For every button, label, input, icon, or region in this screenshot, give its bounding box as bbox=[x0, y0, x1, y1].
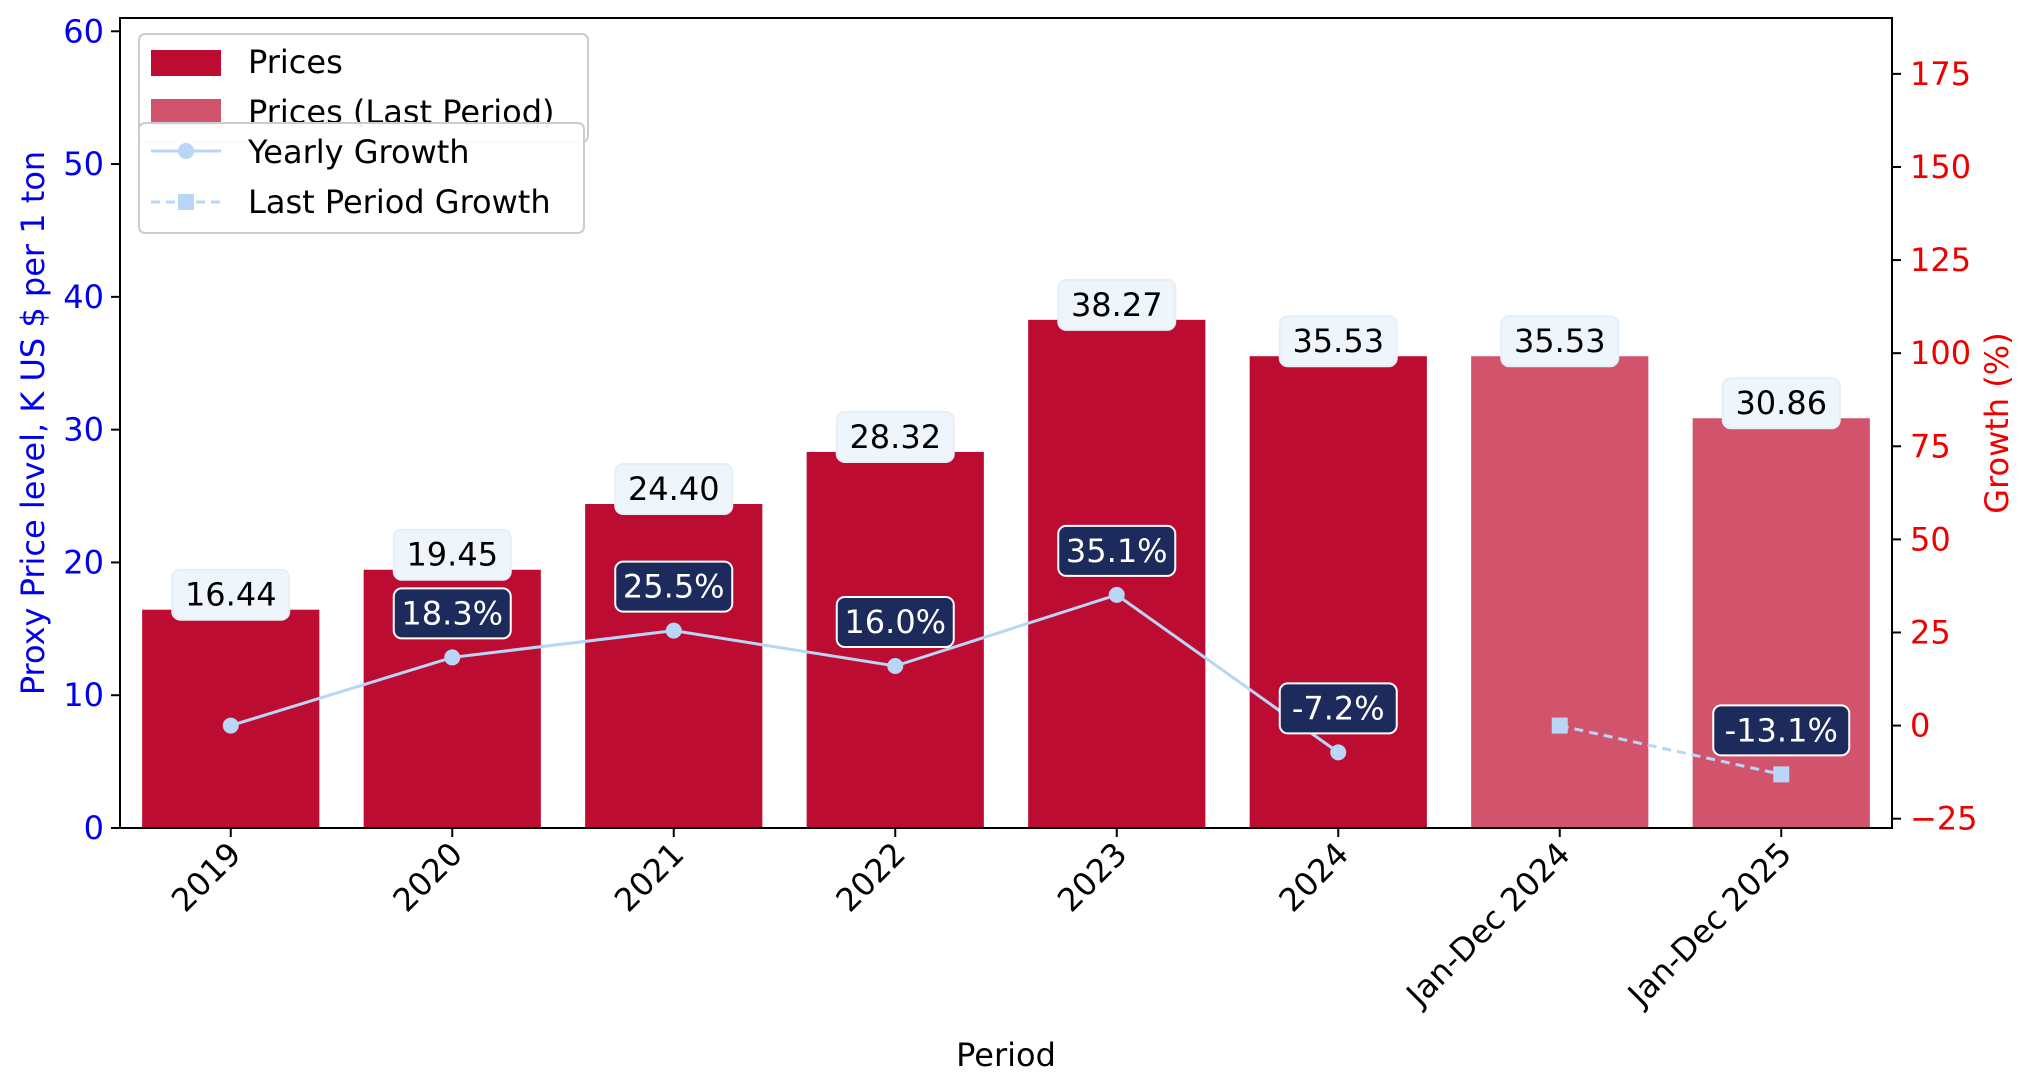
legend-marker-yearly-growth bbox=[178, 143, 194, 159]
bar-jan-dec-2025 bbox=[1692, 418, 1870, 828]
right-tick-label: 75 bbox=[1910, 427, 1951, 465]
last-period-growth-line bbox=[1559, 724, 1782, 776]
right-tick-label: 100 bbox=[1910, 334, 1971, 372]
bar-2021 bbox=[585, 504, 763, 828]
left-tick-label: 20 bbox=[63, 543, 104, 581]
left-tick-label: 40 bbox=[63, 278, 104, 316]
x-tick-label: 2024 bbox=[1271, 835, 1355, 919]
price-label-box bbox=[392, 528, 512, 581]
right-tick-label: 50 bbox=[1910, 520, 1951, 558]
price-label-box bbox=[614, 463, 734, 515]
plot-frame bbox=[119, 17, 1893, 829]
legend-label-last-period-growth: Last Period Growth bbox=[248, 183, 551, 221]
x-tick-label: 2021 bbox=[607, 835, 691, 919]
growth-label: 16.0% bbox=[844, 603, 946, 641]
growth-label: 18.3% bbox=[401, 594, 503, 632]
growth-marker-square bbox=[1773, 766, 1790, 783]
growth-label: -13.1% bbox=[1725, 711, 1838, 749]
price-label: 28.32 bbox=[849, 418, 941, 456]
x-axis: 2019 2020 2021 2022 2023 2024 Jan-Dec 2024 Jan-… bbox=[164, 828, 1799, 1015]
right-y-axis: −25 0 25 50 75 100 125 150 175 bbox=[1892, 55, 1978, 838]
legend-label-yearly-growth: Yearly Growth bbox=[247, 133, 470, 171]
x-axis-title: Period bbox=[956, 1036, 1056, 1074]
legend-growth: Yearly Growth Last Period Growth bbox=[138, 122, 585, 234]
growth-marker-circle bbox=[1108, 586, 1125, 603]
right-tick-label: 150 bbox=[1910, 148, 1971, 186]
growth-label: 35.1% bbox=[1066, 532, 1168, 570]
left-tick-label: 10 bbox=[63, 676, 104, 714]
price-label-box bbox=[835, 410, 955, 463]
x-tick-label: Jan-Dec 2024 bbox=[1398, 835, 1578, 1015]
left-tick-label: 50 bbox=[63, 145, 104, 183]
left-y-axis: 0 10 20 30 40 50 60 bbox=[63, 12, 120, 847]
growth-label-box bbox=[392, 587, 512, 640]
price-label: 35.53 bbox=[1514, 322, 1606, 360]
legend-marker-last-period-growth bbox=[178, 194, 194, 210]
growth-label: -7.2% bbox=[1292, 689, 1385, 727]
legend-box-lines bbox=[138, 122, 585, 234]
right-tick-label: 175 bbox=[1910, 55, 1971, 93]
x-tick-label: 2019 bbox=[164, 835, 248, 919]
growth-marker-circle bbox=[444, 649, 461, 666]
x-tick-label: Jan-Dec 2025 bbox=[1619, 835, 1799, 1015]
right-axis-title: Growth (%) bbox=[1978, 332, 2016, 513]
growth-label-box bbox=[1278, 682, 1398, 735]
growth-marker-square bbox=[1551, 717, 1568, 734]
price-label-box bbox=[1057, 278, 1177, 331]
x-tick-label: 2023 bbox=[1050, 835, 1134, 919]
price-label: 16.44 bbox=[185, 576, 277, 614]
legend-label-prices: Prices bbox=[248, 43, 343, 81]
right-tick-label: 125 bbox=[1910, 241, 1971, 279]
right-tick-label: −25 bbox=[1910, 800, 1978, 838]
price-label: 30.86 bbox=[1735, 384, 1827, 422]
growth-label: 25.5% bbox=[623, 568, 725, 606]
price-label-box bbox=[1500, 315, 1620, 368]
growth-marker-circle bbox=[887, 658, 904, 674]
price-label-box bbox=[171, 568, 291, 621]
left-axis-title: Proxy Price level, K US $ per 1 ton bbox=[14, 151, 52, 695]
yearly-growth-line bbox=[230, 593, 1340, 754]
growth-label-box bbox=[614, 560, 734, 613]
growth-marker-circle bbox=[665, 622, 682, 639]
x-tick-label: 2022 bbox=[828, 835, 912, 919]
growth-marker-circle bbox=[222, 717, 239, 734]
growth-marker-circle bbox=[1330, 744, 1347, 761]
growth-lines-layer bbox=[222, 586, 1790, 783]
legend-swatch-prices-last-period bbox=[151, 99, 221, 125]
x-tick-label: 2020 bbox=[385, 835, 469, 919]
price-label-box bbox=[1278, 315, 1398, 368]
right-tick-label: 0 bbox=[1910, 707, 1930, 745]
growth-label-box bbox=[1712, 704, 1851, 757]
legend-swatch-prices bbox=[151, 50, 221, 76]
price-label-box bbox=[1721, 377, 1841, 430]
price-label: 35.53 bbox=[1292, 322, 1384, 360]
left-tick-label: 30 bbox=[63, 411, 104, 449]
price-label: 38.27 bbox=[1071, 286, 1163, 324]
price-label: 19.45 bbox=[406, 536, 498, 574]
bar-jan-dec-2024 bbox=[1471, 356, 1649, 828]
growth-label-box bbox=[1057, 524, 1177, 577]
left-tick-label: 0 bbox=[84, 809, 104, 847]
right-tick-label: 25 bbox=[1910, 613, 1951, 651]
price-label: 24.40 bbox=[628, 470, 720, 508]
data-labels-layer: 16.44 19.45 24.40 28.32 38.27 35.53 35.53 30.86… bbox=[171, 278, 1851, 757]
growth-label-box bbox=[835, 596, 955, 648]
left-tick-label: 60 bbox=[63, 12, 104, 50]
